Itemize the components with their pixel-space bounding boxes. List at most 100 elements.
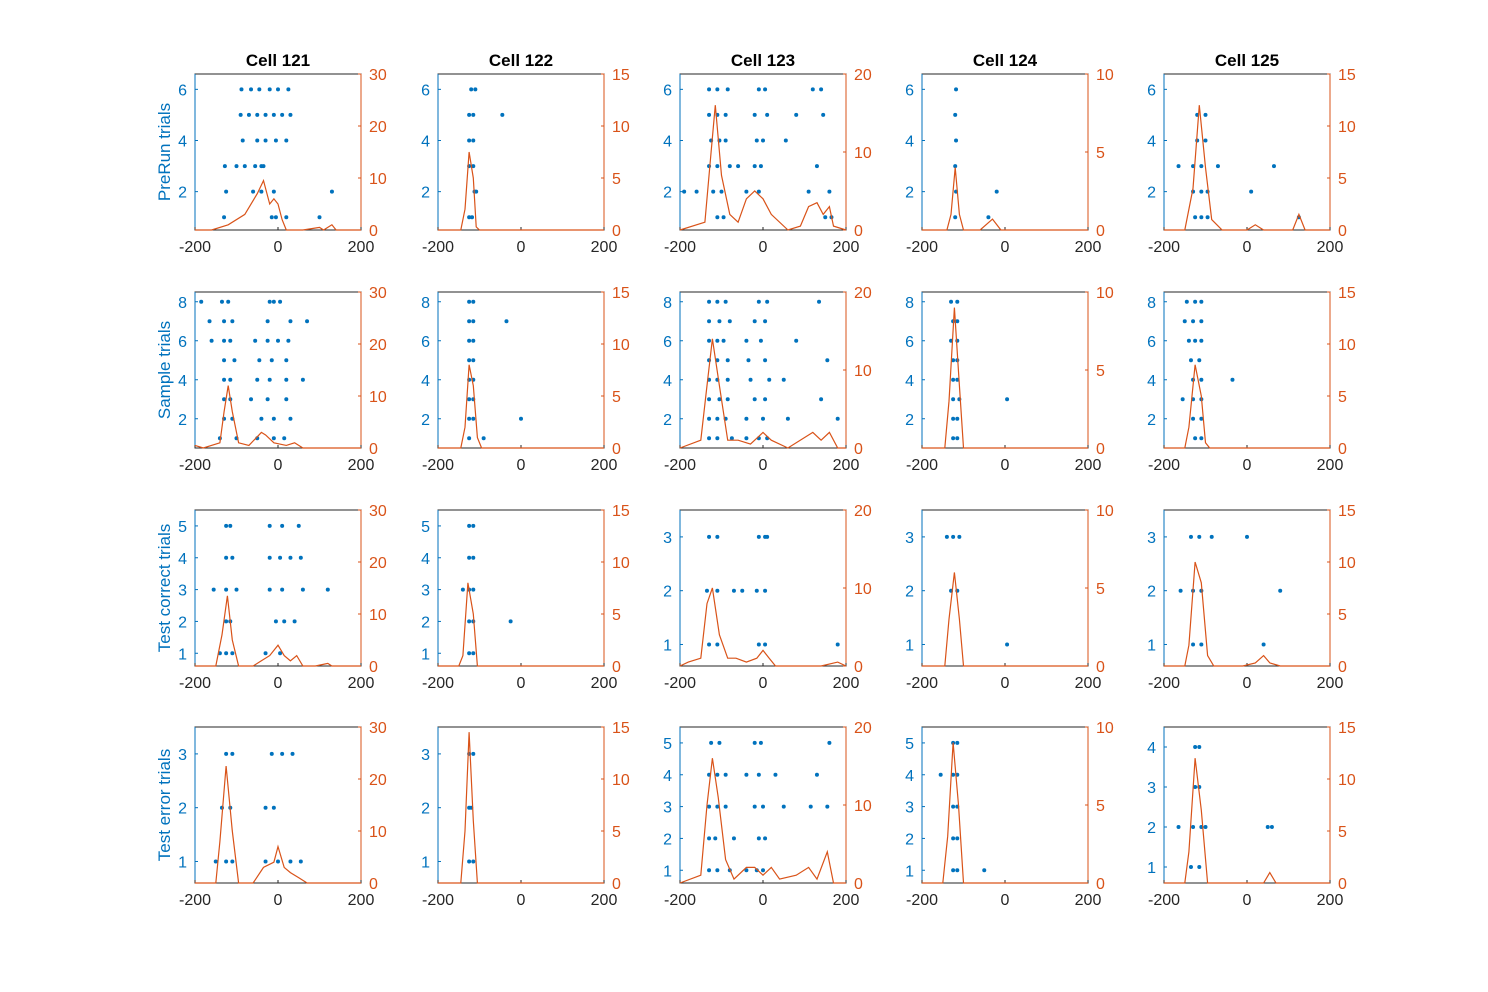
left-y-tick-label: 2 xyxy=(663,412,672,429)
x-tick-label: -200 xyxy=(664,239,696,256)
spike-point xyxy=(224,651,229,656)
left-y-tick-label: 6 xyxy=(178,82,187,99)
axes-box xyxy=(921,73,1089,231)
right-y-tick-label: 0 xyxy=(1338,659,1347,676)
spike-point xyxy=(284,358,289,363)
spike-point xyxy=(1197,534,1202,539)
spike-point xyxy=(1191,825,1196,829)
left-y-tick-label: 4 xyxy=(663,133,672,150)
spike-point xyxy=(1188,358,1193,363)
spike-point xyxy=(257,358,262,363)
spike-point xyxy=(756,87,761,92)
density-line xyxy=(1164,758,1330,884)
right-y-tick-label: 20 xyxy=(854,67,872,84)
spike-point xyxy=(951,416,956,421)
x-tick-label: 0 xyxy=(759,457,768,474)
spike-point xyxy=(707,836,712,841)
spike-point xyxy=(957,534,962,539)
spike-point xyxy=(273,138,278,143)
spike-point xyxy=(267,587,272,592)
spike-point xyxy=(504,319,509,324)
density-line xyxy=(438,364,604,449)
spike-point xyxy=(467,397,472,402)
x-tick-label: 200 xyxy=(833,675,860,692)
right-y-tick-label: 15 xyxy=(1338,503,1356,520)
right-y-tick-label: 15 xyxy=(1338,720,1356,737)
spike-point xyxy=(754,138,759,143)
spike-point xyxy=(288,319,293,324)
spike-point xyxy=(1199,164,1204,169)
left-y-tick-label: 1 xyxy=(1147,860,1156,877)
spike-point xyxy=(481,436,486,441)
left-y-tick-label: 5 xyxy=(421,519,430,536)
left-y-tick-label: 8 xyxy=(178,295,187,312)
x-tick-label: -200 xyxy=(664,892,696,909)
left-y-tick-label: 1 xyxy=(421,646,430,663)
x-tick-label: 0 xyxy=(1243,675,1252,692)
spike-point xyxy=(1178,588,1183,593)
spike-point xyxy=(222,377,227,382)
spike-point xyxy=(731,588,736,593)
spike-point xyxy=(951,804,956,809)
spike-point xyxy=(325,587,330,592)
spike-point xyxy=(736,164,741,169)
spike-point xyxy=(240,138,245,143)
spike-point xyxy=(329,189,334,194)
left-y-tick-label: 6 xyxy=(905,334,914,351)
spike-point xyxy=(715,772,720,777)
spike-point xyxy=(467,859,472,864)
density-line xyxy=(194,385,361,449)
density-line xyxy=(438,151,604,231)
right-y-tick-label: 10 xyxy=(854,581,872,598)
left-y-tick-label: 4 xyxy=(1147,133,1156,150)
spike-point xyxy=(758,338,763,343)
right-y-tick-label: 0 xyxy=(1096,223,1105,240)
spike-point xyxy=(1278,588,1283,593)
spike-point xyxy=(278,651,283,656)
spike-point xyxy=(951,358,956,363)
spike-point xyxy=(519,416,523,421)
right-y-tick-label: 10 xyxy=(854,798,872,815)
spike-point xyxy=(471,859,476,864)
right-y-tick-label: 20 xyxy=(369,337,387,354)
spike-point xyxy=(1199,642,1204,647)
spike-point xyxy=(727,164,732,169)
spike-point xyxy=(305,319,310,324)
x-tick-label: -200 xyxy=(179,457,211,474)
right-y-tick-label: 5 xyxy=(1338,607,1347,624)
spike-point xyxy=(500,112,505,117)
spike-point xyxy=(1188,865,1193,869)
left-y-tick-label: 2 xyxy=(178,614,187,631)
spike-point xyxy=(707,338,712,343)
spike-point xyxy=(471,587,476,592)
x-tick-label: 0 xyxy=(274,457,283,474)
spike-point xyxy=(955,436,960,441)
left-y-tick-label: 2 xyxy=(663,185,672,202)
spike-point xyxy=(222,338,227,343)
left-y-tick-label: 2 xyxy=(663,584,672,601)
spike-point xyxy=(752,164,757,169)
spike-point xyxy=(754,868,759,873)
left-y-tick-label: 2 xyxy=(905,831,914,848)
column-title: Cell 125 xyxy=(1215,51,1279,70)
spike-point xyxy=(467,416,472,421)
axes-box xyxy=(679,291,847,449)
left-y-tick-label: 6 xyxy=(178,334,187,351)
right-y-tick-label: 30 xyxy=(369,720,387,737)
left-y-tick-label: 4 xyxy=(905,133,914,150)
spike-point xyxy=(467,215,472,220)
spike-point xyxy=(276,87,280,92)
spike-point xyxy=(249,397,254,402)
left-y-tick-label: 4 xyxy=(663,768,672,785)
spike-point xyxy=(1180,397,1185,402)
spike-point xyxy=(317,215,322,220)
spike-point xyxy=(835,642,840,647)
spike-point xyxy=(224,751,229,756)
left-y-tick-label: 1 xyxy=(421,854,430,871)
spike-point xyxy=(271,416,276,421)
spike-point xyxy=(707,868,712,873)
right-y-tick-label: 5 xyxy=(1096,145,1105,162)
left-y-tick-label: 1 xyxy=(663,863,672,880)
right-y-tick-label: 0 xyxy=(1338,441,1347,458)
